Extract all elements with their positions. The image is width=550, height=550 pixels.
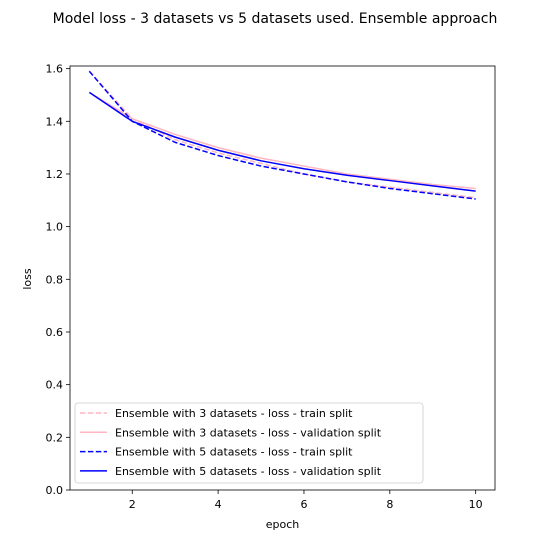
y-tick-label: 1.6 — [46, 63, 64, 76]
x-tick-label: 2 — [129, 498, 136, 511]
x-axis-label: epoch — [266, 518, 300, 531]
y-axis-label: loss — [21, 268, 34, 290]
y-tick-label: 1.4 — [46, 115, 64, 128]
legend-label-3: Ensemble with 5 datasets - loss - train … — [115, 446, 353, 459]
legend-label-2: Ensemble with 3 datasets - loss - valida… — [115, 426, 382, 439]
series-line-2 — [88, 91, 476, 190]
axes-frame — [69, 65, 496, 491]
x-tick-label: 8 — [386, 498, 393, 511]
x-tick-label: 6 — [300, 498, 307, 511]
y-tick-label: 0.6 — [46, 326, 64, 339]
legend-label-4: Ensemble with 5 datasets - loss - valida… — [115, 465, 382, 478]
series-line-4 — [88, 91, 476, 192]
y-tick-label: 0.2 — [46, 431, 64, 444]
y-tick-label: 1.2 — [46, 168, 64, 181]
legend-label-1: Ensemble with 3 datasets - loss - train … — [115, 407, 353, 420]
y-tick-label: 0.0 — [46, 484, 64, 497]
y-tick-label: 0.8 — [46, 273, 64, 286]
y-tick-label: 0.4 — [46, 379, 64, 392]
x-tick-label: 4 — [215, 498, 222, 511]
x-tick-label: 10 — [469, 498, 483, 511]
series-line-3 — [88, 70, 476, 200]
y-tick-label: 1.0 — [46, 221, 64, 234]
chart-title: Model loss - 3 datasets vs 5 datasets us… — [53, 11, 498, 27]
legend-box — [74, 402, 424, 484]
plot-area: 2 4 6 8 10 0.0 0.2 0.4 0.6 0.8 1.0 1.2 1.4 1.6 Ensembl… — [46, 63, 496, 511]
